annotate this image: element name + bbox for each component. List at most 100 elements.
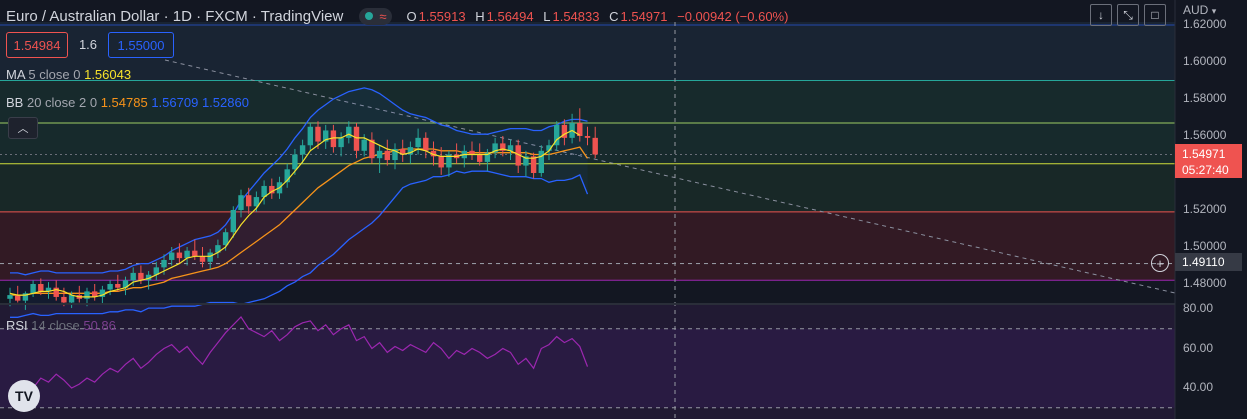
candle-body-0	[7, 295, 13, 299]
candle-body-23	[184, 250, 190, 259]
candle-body-63	[492, 143, 498, 153]
candle-body-56	[438, 156, 444, 168]
candle-body-20	[161, 259, 167, 268]
candle-body-41	[323, 130, 329, 142]
bb-legend[interactable]: BB 20 close 2 0 1.54785 1.56709 1.52860	[6, 95, 249, 110]
delayed-data-icon: ≈	[379, 8, 387, 24]
buy-button[interactable]: 1.55000	[108, 32, 174, 58]
candle-body-60	[469, 150, 475, 155]
candle-body-29	[230, 210, 236, 233]
tradingview-logo: TV	[8, 380, 40, 412]
down-arrow-icon: ↓	[1098, 8, 1104, 22]
candle-body-65	[507, 145, 514, 151]
market-open-dot-icon	[365, 12, 374, 20]
add-alert-plus-icon[interactable]: +	[1151, 254, 1169, 272]
candle-body-36	[284, 169, 290, 183]
collapse-legend-button[interactable]: ︿	[8, 117, 38, 139]
high-value: 1.56494	[486, 8, 534, 24]
candle-body-46	[361, 139, 367, 151]
candle-body-48	[376, 150, 383, 159]
candle-body-50	[392, 148, 398, 161]
candle-body-34	[269, 185, 275, 194]
middle-zone-fill	[0, 163, 1175, 212]
close-value: 1.54971	[620, 8, 668, 24]
sell-button[interactable]: 1.54984	[6, 32, 68, 58]
ma-legend[interactable]: MA 5 close 0 1.56043	[6, 67, 131, 82]
candle-body-19	[153, 267, 159, 275]
current-price-badge: 1.54971 05:27:40	[1175, 144, 1242, 178]
candle-body-2	[22, 293, 29, 301]
spread-value: 1.6	[78, 36, 98, 52]
candle-body-24	[192, 250, 198, 257]
candle-body-12	[99, 289, 106, 297]
crosshair-price-label: 1.49110	[1175, 253, 1242, 271]
chevron-down-icon: ▾	[1211, 6, 1217, 16]
candle-body-21	[169, 252, 175, 260]
collapse-arrows-icon: ⤡	[1123, 7, 1133, 22]
chevron-up-icon: ︿	[17, 123, 29, 135]
bb-basis-value: 1.54785	[100, 95, 148, 110]
candle-body-74	[577, 123, 583, 136]
price-tick-label: 1.58000	[1183, 91, 1227, 105]
candle-body-8	[68, 295, 75, 303]
candle-body-62	[484, 152, 491, 162]
symbol-title[interactable]: Euro / Australian Dollar · 1D · FXCM · T…	[6, 7, 344, 25]
rsi-band-fill	[0, 328, 1175, 408]
low-label: L	[543, 8, 551, 24]
rsi-line	[9, 315, 589, 399]
bb-name: BB	[6, 95, 24, 110]
maximize-button[interactable]: □	[1144, 4, 1166, 26]
high-label: H	[475, 8, 485, 24]
candle-body-1	[15, 295, 21, 301]
candle-body-51	[400, 148, 406, 155]
ma-params: 5 close 0	[28, 67, 81, 82]
candle-body-14	[115, 284, 121, 288]
candle-body-16	[130, 272, 136, 281]
close-label: C	[609, 8, 619, 24]
candle-body-75	[584, 136, 591, 138]
low-value: 1.54833	[552, 8, 600, 24]
candle-body-69	[538, 150, 544, 173]
candle-body-64	[500, 143, 506, 151]
candle-body-25	[199, 256, 206, 262]
candle-body-52	[407, 147, 414, 155]
ma5-line	[9, 129, 581, 298]
collapse-button[interactable]: ⤡	[1117, 4, 1139, 26]
rsi-value: 50.86	[83, 318, 116, 333]
currency-label: AUD	[1183, 3, 1209, 17]
price-tick-label: 1.60000	[1183, 54, 1227, 68]
candle-body-6	[53, 287, 59, 297]
currency-selector[interactable]: AUD ▾	[1183, 3, 1216, 17]
top-zone-fill	[0, 22, 1175, 81]
candle-body-31	[246, 195, 252, 207]
candle-body-44	[346, 126, 352, 138]
candle-body-39	[307, 126, 313, 146]
bollinger-upper-line	[10, 87, 588, 276]
candle-body-22	[176, 252, 183, 259]
rsi-legend[interactable]: RSI 14 close 50.86	[6, 318, 116, 333]
candle-body-3	[30, 284, 36, 294]
candle-body-68	[530, 156, 537, 173]
candle-body-15	[122, 280, 129, 288]
candle-body-37	[292, 154, 298, 170]
candle-body-4	[38, 284, 44, 292]
ma-name: MA	[6, 67, 25, 82]
bollinger-lower-line	[10, 170, 589, 318]
candle-body-71	[554, 124, 560, 146]
rsi-tick-label: 40.00	[1183, 380, 1214, 394]
candle-body-32	[253, 197, 260, 207]
scroll-down-button[interactable]: ↓	[1090, 4, 1112, 26]
candle-body-76	[592, 137, 598, 155]
bar-countdown: 05:27:40	[1182, 163, 1229, 177]
candle-body-55	[430, 150, 437, 157]
lower-zone-fill	[0, 211, 1175, 281]
maximize-icon: □	[1151, 8, 1159, 22]
candle-body-53	[415, 137, 421, 148]
candle-body-27	[215, 245, 221, 253]
candle-body-11	[92, 291, 98, 297]
open-label: O	[406, 8, 417, 24]
bb-upper-value: 1.56709	[151, 95, 199, 110]
market-status-pill[interactable]: ≈	[359, 7, 393, 25]
